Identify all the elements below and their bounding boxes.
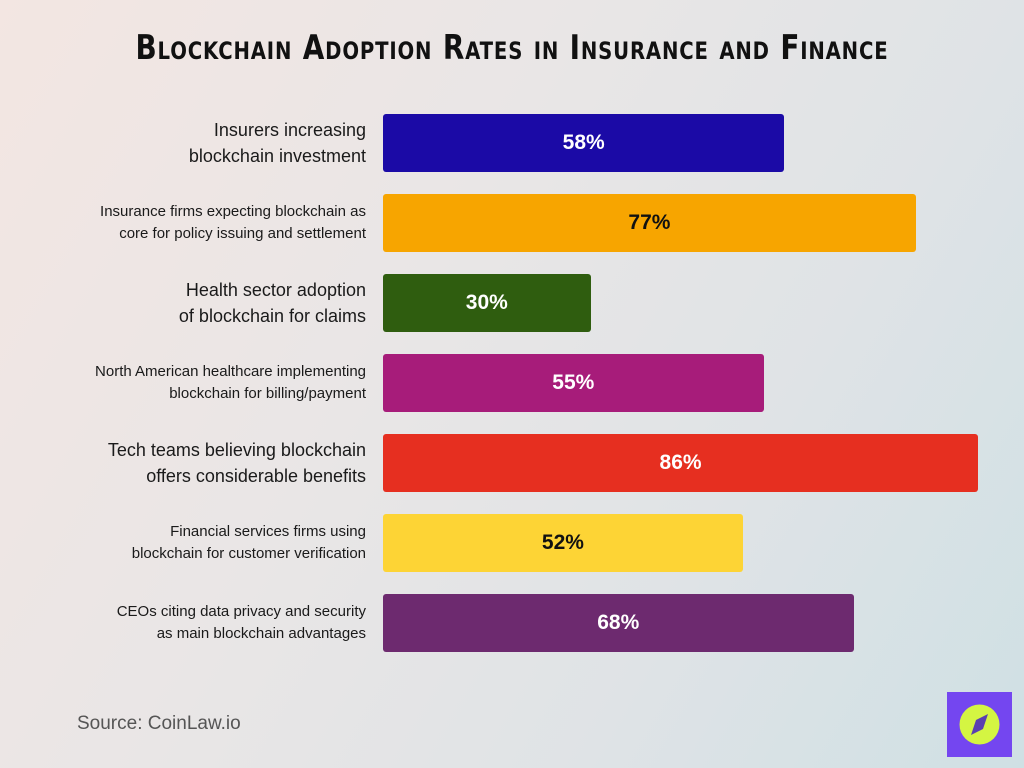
category-label-text: Insurance firms expecting blockchain as … [100, 203, 366, 242]
category-label: Health sector adoption of blockchain for… [16, 274, 366, 332]
category-label-text: CEOs citing data privacy and security as… [116, 603, 366, 642]
data-label: 30% [465, 291, 508, 314]
category-label: Financial services firms using blockchai… [16, 514, 366, 572]
category-label-text: Tech teams believing blockchain offers c… [107, 439, 366, 486]
compass-icon [959, 704, 1000, 745]
category-label: North American healthcare implementing b… [16, 354, 366, 412]
category-label-text: Financial services firms using blockchai… [131, 523, 366, 562]
category-label: Tech teams believing blockchain offers c… [16, 434, 366, 492]
category-label: CEOs citing data privacy and security as… [16, 594, 366, 652]
bar: 30% [383, 274, 591, 332]
data-label: 58% [562, 131, 605, 154]
category-label-text: Insurers increasing blockchain investmen… [188, 119, 366, 166]
data-label: 86% [659, 451, 702, 474]
source-note: Source: CoinLaw.io [77, 713, 241, 734]
chart-title: Blockchain Adoption Rates in Insurance a… [135, 28, 889, 68]
bar: 52% [383, 514, 743, 572]
bar: 77% [383, 194, 916, 252]
data-label: 68% [597, 611, 640, 634]
data-label: 52% [541, 531, 584, 554]
logo [947, 692, 1012, 757]
bar: 55% [383, 354, 764, 412]
category-label-text: North American healthcare implementing b… [95, 363, 366, 402]
bar: 86% [383, 434, 979, 492]
category-label: Insurers increasing blockchain investmen… [16, 114, 366, 172]
data-label: 55% [552, 371, 595, 394]
category-label-text: Health sector adoption of blockchain for… [178, 279, 366, 326]
bar: 68% [383, 594, 854, 652]
data-label: 77% [628, 211, 671, 234]
category-label: Insurance firms expecting blockchain as … [16, 194, 366, 252]
bar: 58% [383, 114, 785, 172]
